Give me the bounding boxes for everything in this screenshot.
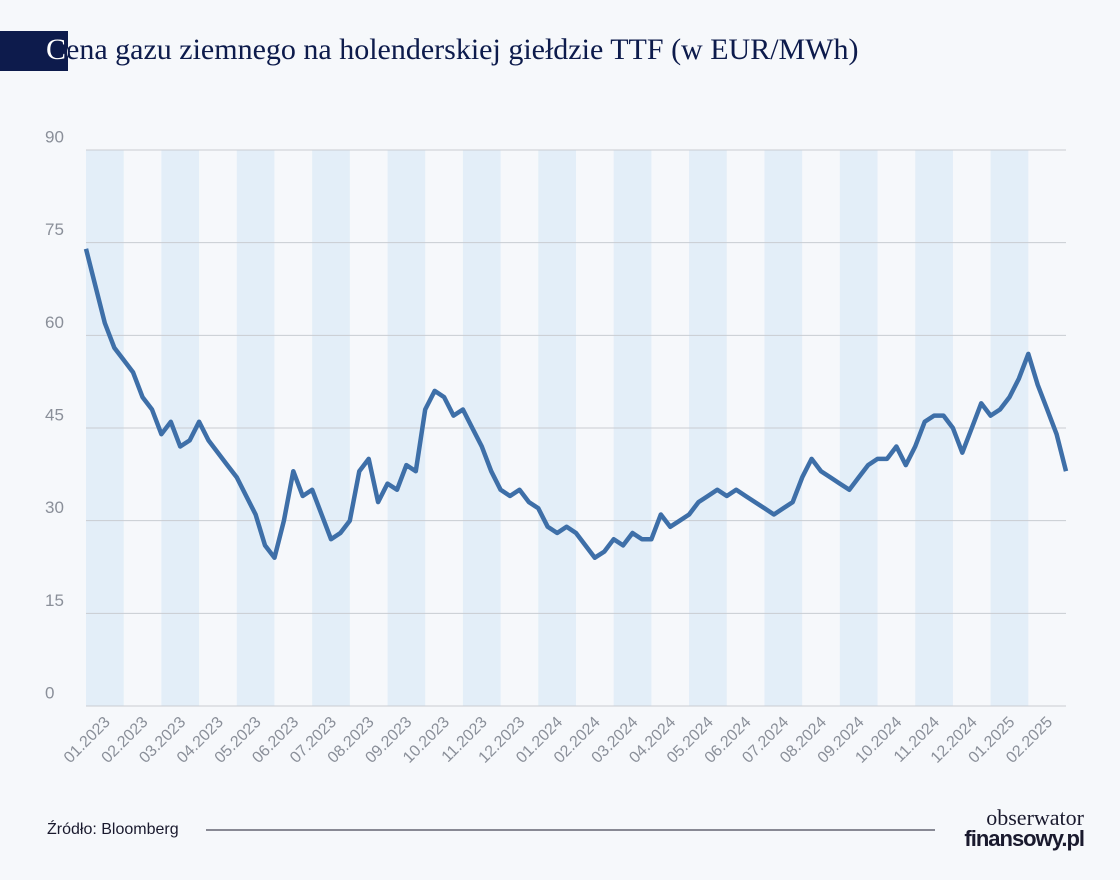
logo-top: obserwator [986,805,1084,830]
y-tick-label: 90 [45,127,64,146]
y-tick-label: 30 [45,498,64,517]
y-tick-label: 15 [45,591,64,610]
source: Źródło: Bloomberg [47,819,179,838]
logo-bottom: finansowy.pl [964,826,1084,851]
y-tick-label: 75 [45,220,64,239]
y-tick-label: 0 [45,683,54,702]
title-box [0,31,68,71]
series-line [83,248,1069,560]
y-tick-label: 45 [45,405,64,424]
chart-title: Cena gazu ziemnego na holenderskiej gieł… [46,33,859,66]
y-tick-label: 60 [45,313,64,332]
